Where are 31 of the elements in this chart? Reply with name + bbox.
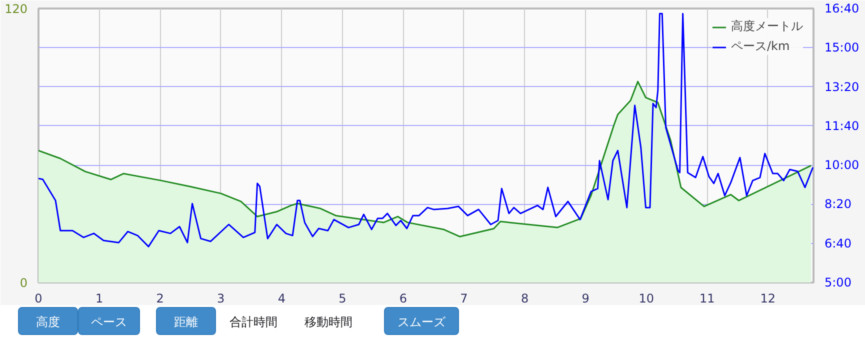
x-tick-label: 1	[95, 292, 104, 306]
text: 高度	[18, 307, 78, 335]
x-tick-label: 4	[278, 292, 286, 306]
y2-tick-label: 5:00	[824, 276, 852, 290]
x-tick-label: 6	[399, 292, 408, 306]
legend-label: 高度メートル	[731, 18, 803, 35]
x-tick-label: 7	[460, 292, 468, 306]
y2-tick-label: 11:40	[824, 118, 860, 133]
x-tick-label: 8	[520, 292, 529, 306]
x-tick-label: 11	[699, 292, 715, 306]
y2-tick-label: 13:20	[824, 80, 860, 94]
y2-tick-label: 16:40	[824, 2, 860, 16]
text: ペース	[78, 307, 140, 335]
x-tick-label: 3	[217, 292, 225, 306]
y2-tick-label: 15:00	[824, 40, 860, 55]
legend-label: ペース/km	[731, 38, 790, 55]
y2-tick-label: 8:20	[824, 197, 852, 212]
text: 移動時間	[291, 307, 366, 335]
y2-tick-label: 10:00	[824, 158, 860, 172]
text: 合計時間	[216, 307, 291, 335]
x-tick-label: 10	[638, 292, 654, 306]
x-tick-label: 12	[760, 292, 776, 306]
x-tick-label: 9	[582, 292, 590, 306]
x-tick-label: 2	[156, 292, 164, 306]
text: スムーズ	[384, 307, 459, 335]
y2-tick-label: 6:40	[824, 236, 852, 250]
line-series	[38, 12, 814, 248]
y-tick-label: 120	[4, 2, 28, 16]
x-tick-label: 5	[338, 292, 346, 306]
x-tick-label: 0	[34, 292, 42, 306]
text: 距離	[156, 307, 216, 335]
